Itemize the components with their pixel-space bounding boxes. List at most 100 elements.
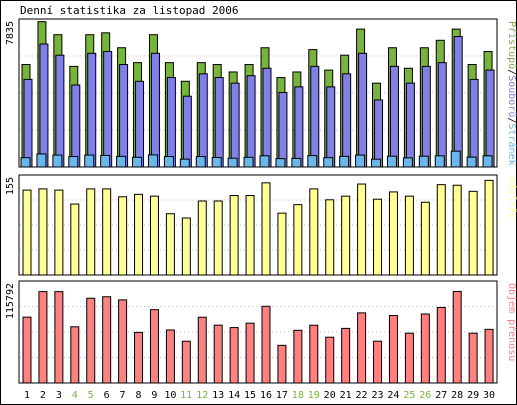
bar-visits	[357, 183, 367, 276]
bar-visits	[102, 188, 112, 276]
bar-visits	[404, 195, 414, 276]
bar-files	[485, 69, 495, 168]
bar-files	[230, 82, 240, 168]
bar-pages	[52, 154, 63, 168]
bar-pages	[163, 156, 174, 168]
bar-files	[214, 77, 224, 168]
y-max-label-access: 7835	[5, 21, 16, 45]
bar-volume	[277, 344, 287, 384]
x-tick-label: 18	[292, 390, 304, 401]
bar-pages	[211, 156, 222, 168]
x-tick-label: 17	[276, 390, 288, 401]
bar-volume	[484, 328, 494, 384]
bar-files	[71, 84, 81, 168]
bar-volume	[341, 327, 351, 384]
x-tick-label: 1	[24, 390, 30, 401]
bar-pages	[307, 155, 318, 168]
bar-pages	[243, 156, 254, 168]
bar-volume	[325, 336, 335, 384]
bar-volume	[388, 315, 398, 384]
bar-volume	[181, 340, 191, 384]
bar-volume	[404, 332, 414, 384]
bar-files	[374, 99, 384, 168]
bar-volume	[70, 326, 80, 384]
x-tick-label: 16	[260, 390, 272, 401]
bar-visits	[420, 201, 430, 276]
bar-volume	[22, 316, 32, 384]
bar-pages	[275, 158, 286, 168]
panel-volume: 115792	[5, 280, 498, 384]
x-tick-label: 8	[135, 390, 141, 401]
bar-volume	[102, 296, 112, 384]
bar-pages	[147, 154, 158, 168]
bar-pages	[36, 153, 47, 168]
bar-volume	[54, 291, 64, 384]
bar-volume	[149, 309, 159, 384]
bar-pages	[434, 155, 445, 168]
bar-files	[198, 73, 208, 168]
bar-files	[246, 75, 256, 168]
bar-pages	[402, 157, 413, 168]
bar-files	[23, 78, 33, 168]
bar-files	[182, 95, 192, 168]
bar-visits	[134, 193, 144, 276]
bar-volume	[261, 305, 271, 384]
bar-files	[405, 82, 415, 168]
bar-volume	[213, 324, 223, 384]
x-tick-label: 25	[403, 390, 415, 401]
y-max-label-volume: 115792	[5, 283, 16, 319]
bar-volume	[86, 297, 96, 384]
x-tick-label: 23	[371, 390, 383, 401]
bar-volume	[165, 329, 175, 384]
bar-visits	[149, 195, 159, 276]
bar-files	[469, 78, 479, 168]
x-tick-label: 30	[483, 390, 495, 401]
bar-volume	[229, 327, 239, 384]
bar-volume	[373, 340, 383, 384]
panel-access-files-pages: 7835	[5, 18, 498, 168]
bar-files	[326, 86, 336, 168]
bar-volume	[245, 322, 255, 384]
bar-pages	[482, 155, 493, 168]
bar-volume	[420, 313, 430, 384]
bar-visits	[229, 195, 239, 276]
bar-volume	[197, 316, 207, 384]
x-tick-label: 11	[180, 390, 192, 401]
bar-visits	[341, 195, 351, 276]
panel-frame-visits	[18, 174, 498, 276]
x-axis-day-labels: 1 2 3 4 5 6 7 8 9 10 11 12 13 14 15 16 17 18 19 20 21 22 23 24 2…	[24, 390, 495, 401]
legend-files: Souborů	[506, 75, 517, 117]
legend-access: Přístupů	[506, 21, 517, 69]
bar-visits	[70, 203, 80, 276]
bar-pages	[323, 157, 334, 168]
y-max-label-visits: 155	[5, 177, 16, 195]
bar-visits	[325, 199, 335, 276]
bar-pages	[418, 155, 429, 168]
bar-visits	[54, 189, 64, 276]
bar-pages	[179, 158, 190, 168]
bar-files	[166, 77, 176, 168]
bar-files	[39, 43, 49, 168]
bar-pages	[339, 155, 350, 168]
x-tick-label: 6	[104, 390, 110, 401]
bar-visits	[197, 200, 207, 276]
bar-visits	[118, 196, 128, 276]
x-tick-label: 15	[244, 390, 256, 401]
bar-pages	[291, 157, 302, 168]
x-tick-label: 22	[356, 390, 368, 401]
panel-frame-volume	[18, 280, 498, 384]
x-tick-label: 9	[151, 390, 157, 401]
bar-volume	[118, 299, 128, 384]
bar-files	[294, 86, 304, 168]
bar-visits	[468, 190, 478, 276]
bar-volume	[436, 307, 446, 384]
bar-files	[437, 62, 447, 168]
bar-files	[262, 67, 272, 168]
x-tick-label: 26	[419, 390, 431, 401]
bar-visits	[388, 191, 398, 276]
x-tick-label: 29	[467, 390, 479, 401]
bar-files	[421, 65, 431, 168]
bar-pages	[466, 156, 477, 168]
